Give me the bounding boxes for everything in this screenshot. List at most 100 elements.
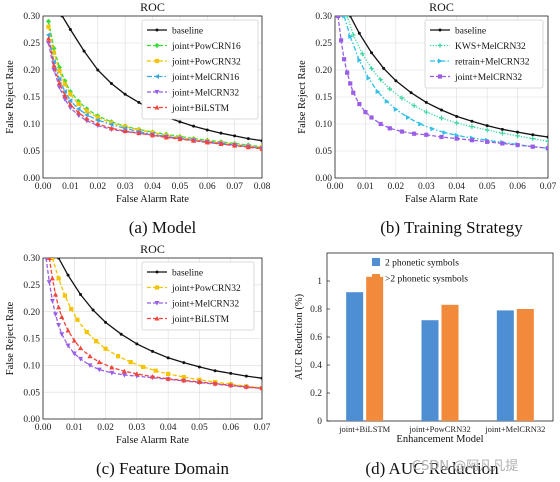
data-point-joint-melcrn32 — [78, 356, 84, 362]
plot-title: ROC — [429, 0, 454, 14]
series-kws-melcrn32 — [344, 16, 548, 144]
data-point-kws-melcrn32 — [530, 136, 536, 141]
data-point-joint-melcrn32 — [500, 141, 505, 146]
data-point-joint-bilstm — [65, 327, 71, 333]
data-point-joint-bilstm — [191, 138, 197, 143]
data-point-joint-bilstm — [177, 136, 183, 142]
data-point-baseline — [244, 374, 248, 378]
data-point-baseline — [166, 356, 170, 360]
data-point-joint-melcrn32 — [424, 132, 429, 137]
data-point-joint-bilstm — [84, 116, 90, 121]
y-axis-label: False Reject Rate — [5, 60, 16, 134]
data-point-joint-bilstm — [134, 371, 140, 376]
data-point-kws-melcrn32 — [399, 95, 405, 101]
series-joint-bilstm — [46, 258, 262, 391]
watermark-text: CSDN @阿凡凡提 — [412, 458, 518, 474]
legend-swatch-marker — [155, 270, 159, 274]
x-tick-label: 0.07 — [226, 182, 243, 192]
x-tick-label: 0.06 — [509, 182, 526, 192]
data-point-joint-powcrn32 — [136, 127, 141, 133]
series-line-joint-melcrn32 — [45, 258, 262, 390]
data-point-joint-powcrn32 — [123, 124, 128, 129]
data-point-baseline — [151, 349, 154, 353]
data-point-joint-bilstm — [212, 380, 218, 386]
legend-label: joint+BiLSTM — [171, 104, 230, 114]
data-point-joint-melcrn32 — [335, 16, 341, 19]
legend-swatch-marker — [154, 301, 160, 306]
data-point-baseline — [123, 92, 127, 96]
data-point-joint-powcrn32 — [84, 329, 89, 335]
plot-frame — [334, 15, 549, 179]
data-point-joint-melcrn32 — [53, 312, 59, 317]
data-point-joint-melcrn32 — [363, 110, 368, 115]
legend: baseline joint+PowCRN32 joint+MelCRN32 join… — [141, 261, 255, 331]
data-point-baseline — [233, 134, 237, 138]
legend-box — [424, 19, 544, 89]
data-point-baseline — [357, 31, 361, 35]
data-point-kws-melcrn32 — [359, 51, 365, 57]
x-tick-label: 0.05 — [172, 182, 189, 192]
legend: baseline KWS+MelCRN32 retrain+MelCRN32 join… — [424, 19, 544, 89]
data-point-kws-melcrn32 — [439, 115, 444, 121]
legend-label: retrain+MelCRN32 — [455, 57, 530, 67]
data-point-joint-bilstm — [136, 130, 142, 136]
y-tick-label: 0.8 — [310, 305, 322, 315]
y-tick-label: 0.00 — [23, 415, 40, 425]
data-point-joint-bilstm — [56, 304, 62, 310]
legend-label: joint+MelCRN32 — [171, 299, 239, 309]
data-point-retrain-melcrn32 — [418, 121, 423, 127]
data-point-joint-melcrn32 — [348, 81, 353, 86]
y-axis-label: False Reject Rate — [297, 60, 308, 134]
y-tick-label: 0.6 — [310, 333, 322, 343]
legend-swatch-marker — [154, 285, 160, 290]
legend-swatch-marker — [437, 43, 443, 48]
panel-c-feature-domain-roc: ROC 0.00 0.01 0.02 0.03 0.04 0.05 0.06 0.07 0.00 0… — [5, 242, 271, 478]
data-point-joint-melcrn16 — [45, 32, 51, 38]
y-tick-label: 0.15 — [23, 93, 40, 103]
data-point-joint-powcrn32 — [150, 130, 155, 135]
data-point-retrain-melcrn32 — [393, 106, 399, 112]
series-joint-melcrn32 — [44, 258, 262, 392]
data-point-joint-bilstm — [53, 291, 59, 297]
data-point-joint-bilstm — [121, 368, 127, 374]
data-point-joint-bilstm — [150, 132, 155, 138]
data-point-baseline — [197, 365, 201, 369]
x-tick-label: 0.03 — [117, 182, 134, 192]
y-tick-label: 0.10 — [23, 120, 40, 130]
subfigure-caption: (c) Feature Domain — [96, 459, 230, 478]
y-tick-label: 0 — [317, 417, 322, 427]
legend-label: 2 phonetic symbols — [385, 259, 459, 269]
data-point-joint-melcrn32 — [121, 372, 127, 378]
data-point-joint-melcrn32 — [342, 57, 347, 62]
data-point-joint-bilstm — [204, 139, 210, 145]
data-point-joint-melcrn32 — [44, 258, 48, 261]
data-point-baseline — [109, 82, 113, 85]
x-tick-label: 0.00 — [35, 423, 52, 433]
legend-swatch-marker — [155, 28, 159, 32]
data-point-joint-powcrn32 — [68, 92, 73, 97]
data-point-retrain-melcrn32 — [357, 57, 362, 63]
data-point-joint-melcrn32 — [338, 38, 344, 43]
legend-label: joint+PowCRN32 — [171, 57, 241, 67]
y-tick-label: 0.20 — [23, 308, 40, 318]
data-point-joint-powcrn32 — [57, 68, 62, 74]
x-tick-label: 0.02 — [388, 182, 405, 192]
series-baseline — [57, 258, 262, 380]
data-point-joint-bilstm — [71, 338, 77, 343]
data-point-joint-melcrn32 — [469, 138, 475, 143]
legend-box — [141, 261, 255, 331]
x-tick-label: 0.02 — [97, 423, 114, 433]
panel-d-auc-reduction-bars: 0 0.2 0.4 0.6 0.8 1 joint+BiLSTM joint+PowCRN32… — [294, 252, 554, 478]
y-tick-label: 0.15 — [315, 93, 332, 103]
data-point-joint-bilstm — [96, 359, 102, 365]
data-point-joint-melcrn32 — [56, 323, 62, 328]
bar-2-phonetic-sysmbols-joint-bilstm — [366, 276, 384, 421]
data-point-baseline — [178, 120, 182, 124]
data-point-baseline — [516, 130, 520, 134]
bar-2-phonetic-symbols-joint-powcrn32 — [421, 320, 439, 421]
data-point-kws-melcrn32 — [484, 127, 490, 133]
data-point-baseline — [137, 100, 141, 104]
x-category-label: joint+BiLSTM — [338, 424, 391, 434]
series-joint-bilstm — [45, 36, 262, 151]
data-point-joint-bilstm — [78, 345, 84, 351]
